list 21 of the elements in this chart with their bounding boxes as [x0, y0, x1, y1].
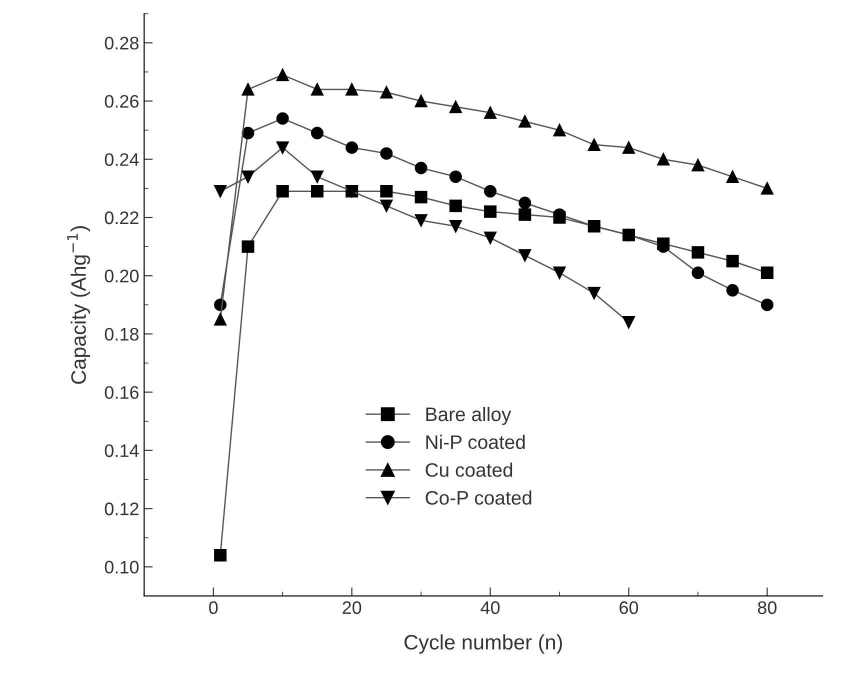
- y-tick-label: 0.26: [104, 94, 139, 108]
- y-tick-label: 0.12: [104, 502, 138, 516]
- x-tick-label: 0: [209, 601, 218, 614]
- x-tick-label: 40: [480, 601, 500, 614]
- legend-label: Co-P coated: [426, 490, 532, 505]
- y-tick-label: 0.14: [104, 444, 139, 458]
- legend-label: Bare alloy: [426, 406, 512, 426]
- legend-label: Cu coated: [426, 462, 512, 477]
- y-tick-label: 0.20: [104, 270, 139, 282]
- y-tick-label: 0.16: [104, 386, 139, 399]
- x-tick-label: 60: [620, 601, 638, 614]
- x-tick-label: 20: [342, 601, 362, 614]
- x-axis-title: Cycle number (n): [404, 634, 562, 654]
- y-tick-label: 0.24: [104, 153, 139, 166]
- y-tick-label: 0.28: [104, 36, 139, 50]
- legend-label: Ni-P coated: [426, 434, 525, 450]
- y-axis-title: Capacity (Ahg$^{−1}$): [67, 226, 90, 384]
- y-tick-label: 0.22: [104, 211, 138, 224]
- y-tick-label: 0.18: [104, 328, 139, 341]
- y-tick-label: 0.10: [104, 560, 139, 574]
- x-tick-label: 80: [758, 601, 777, 614]
